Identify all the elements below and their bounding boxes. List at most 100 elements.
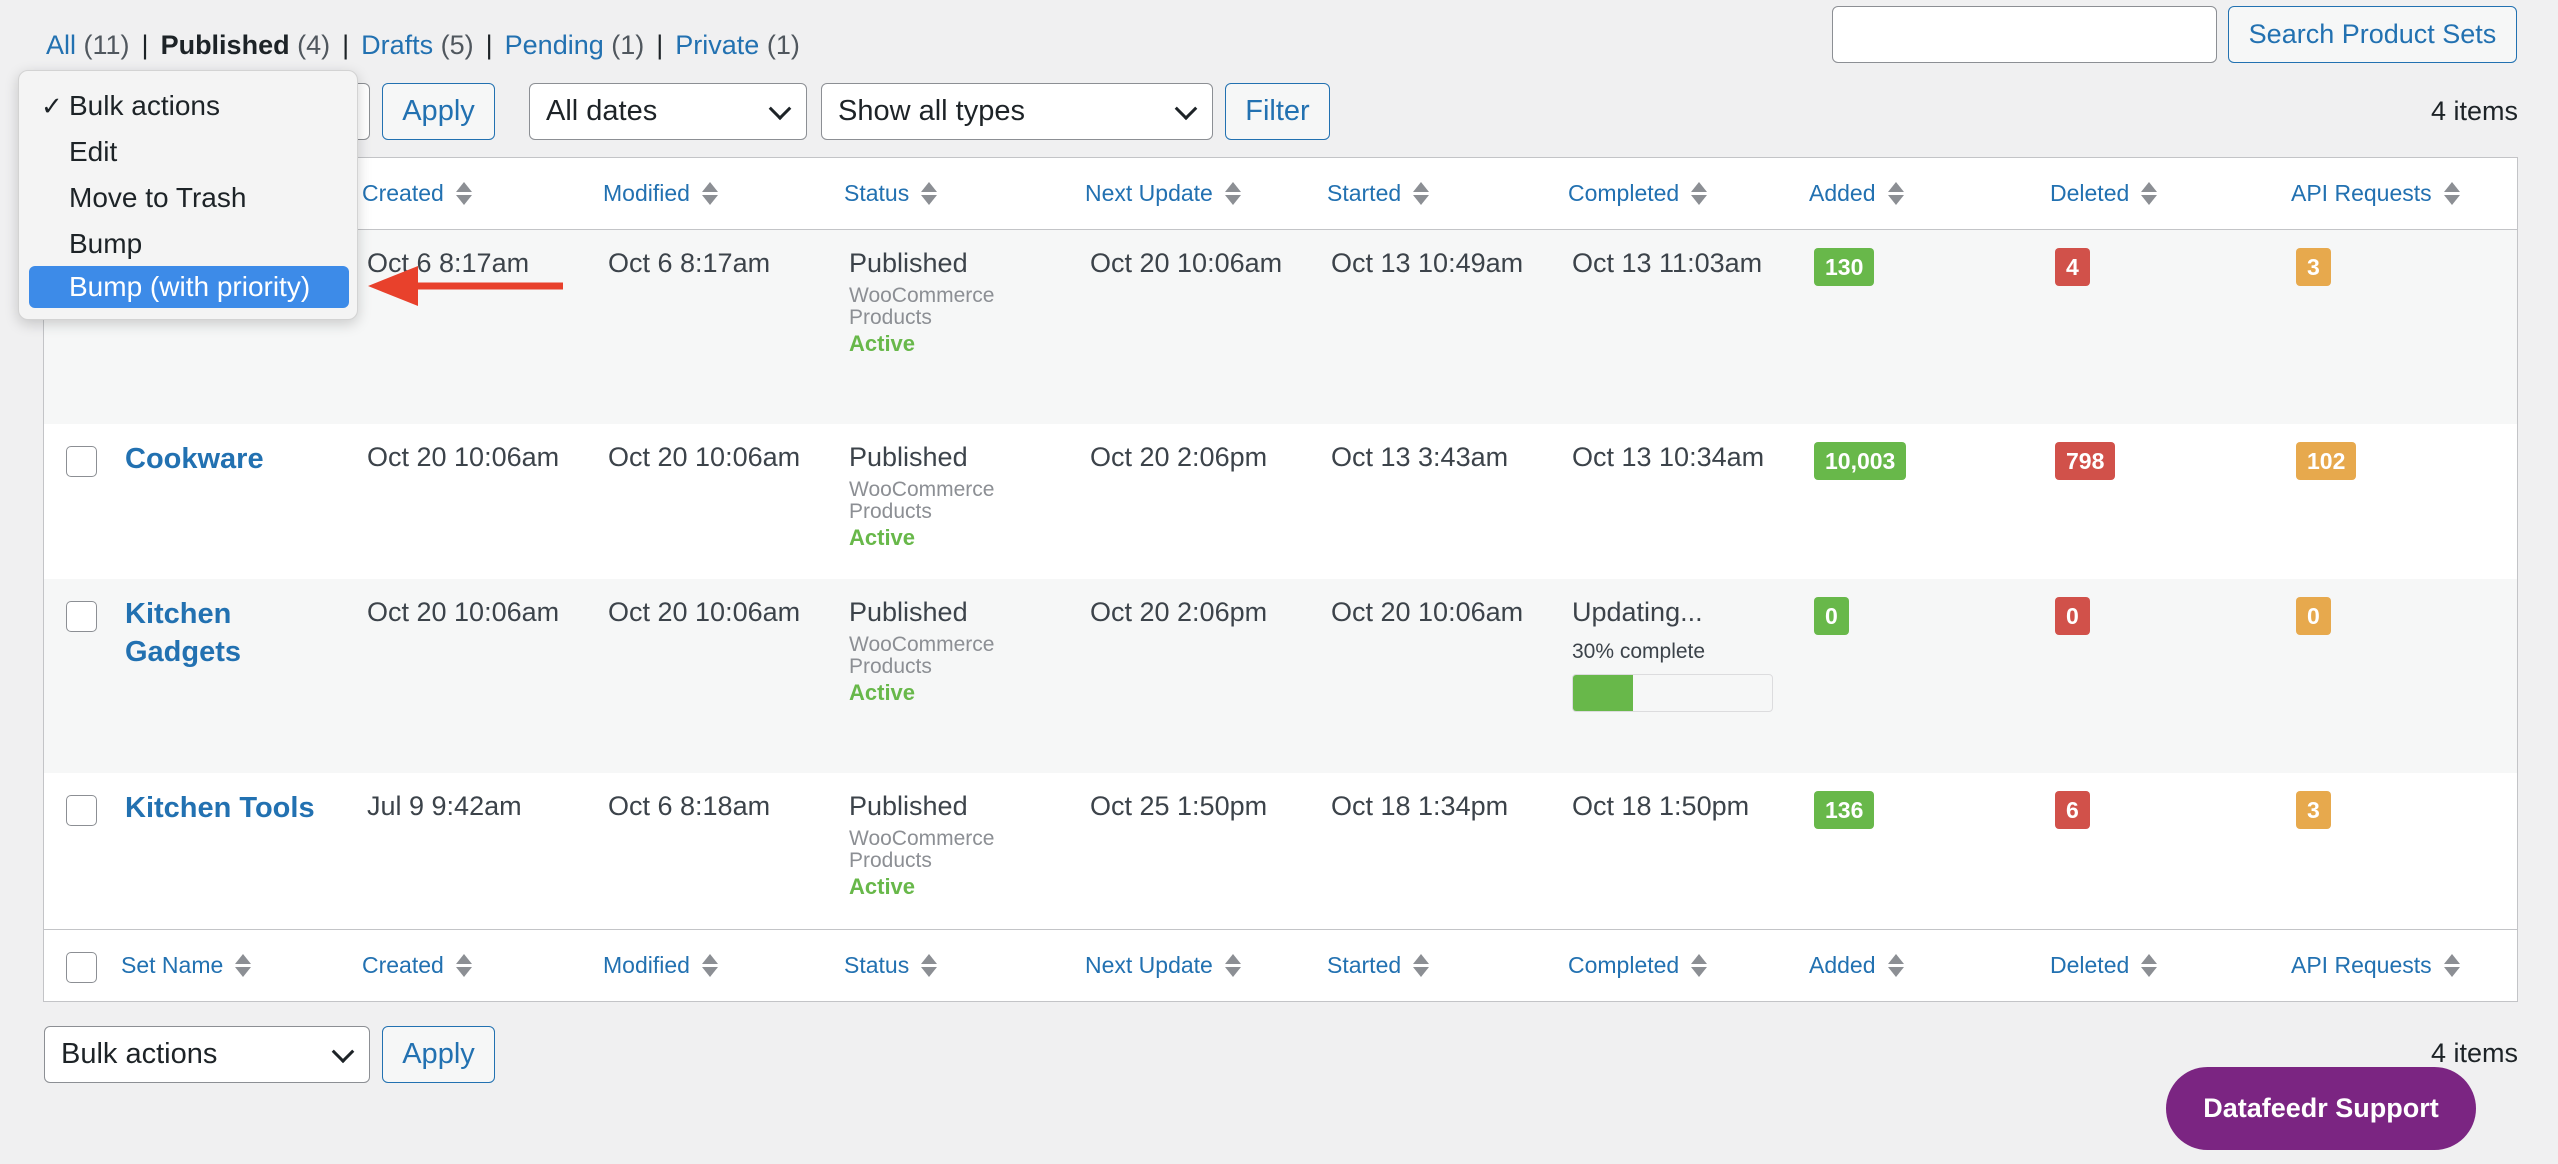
items-count-bottom: 4 items <box>2430 1038 2518 1068</box>
search-input[interactable] <box>1832 6 2217 63</box>
cell-created: Oct 20 10:06am <box>367 442 560 472</box>
col-completed-label[interactable]: Completed <box>1568 952 1680 978</box>
cell-completed: Oct 13 10:34am <box>1572 442 1765 472</box>
col-api-requests[interactable]: API Requests <box>2291 180 2460 207</box>
dates-select[interactable]: All dates <box>529 83 807 140</box>
apply-button-top[interactable]: Apply <box>382 83 495 140</box>
deleted-badge: 6 <box>2055 791 2090 829</box>
types-select[interactable]: Show all types <box>821 83 1213 140</box>
search-product-sets-button[interactable]: Search Product Sets <box>2228 6 2517 63</box>
sort-icon <box>921 182 938 205</box>
col-status[interactable]: Status <box>844 180 938 207</box>
filter-published-label[interactable]: Published <box>160 30 290 60</box>
col-created[interactable]: Created <box>362 952 472 979</box>
row-checkbox[interactable] <box>66 795 97 826</box>
col-set-name[interactable]: Set Name <box>121 952 252 979</box>
menu-item-move-to-trash[interactable]: Move to Trash <box>29 177 349 219</box>
col-api-requests-label[interactable]: API Requests <box>2291 952 2432 978</box>
col-status-label[interactable]: Status <box>844 180 910 206</box>
table-footer: Set Name Created Modified Status Next Up… <box>44 929 2517 1001</box>
cell-modified: Oct 6 8:17am <box>608 248 771 278</box>
status-text: Published <box>849 597 968 627</box>
filter-pending[interactable]: Pending (1) <box>505 30 645 61</box>
cell-created: Oct 6 8:17am <box>367 248 530 278</box>
bulk-actions-select-bottom[interactable]: Bulk actions <box>44 1026 370 1083</box>
menu-item-bump[interactable]: Bump <box>29 223 349 265</box>
col-status[interactable]: Status <box>844 952 938 979</box>
filter-drafts-label[interactable]: Drafts <box>361 30 434 60</box>
col-next-update-label[interactable]: Next Update <box>1085 180 1213 206</box>
col-added[interactable]: Added <box>1809 952 1904 979</box>
types-select-value: Show all types <box>838 95 1025 127</box>
menu-item-edit[interactable]: Edit <box>29 131 349 173</box>
state-text: Active <box>849 874 916 899</box>
menu-item-label: Edit <box>69 136 118 167</box>
col-started[interactable]: Started <box>1327 180 1430 207</box>
col-modified-label[interactable]: Modified <box>603 180 690 206</box>
menu-item-label: Bulk actions <box>69 90 220 121</box>
col-next-update[interactable]: Next Update <box>1085 180 1241 207</box>
apply-button-bottom[interactable]: Apply <box>382 1026 495 1083</box>
set-name-line[interactable]: Gadgets <box>125 636 242 668</box>
col-deleted[interactable]: Deleted <box>2050 180 2158 207</box>
cell-modified: Oct 6 8:18am <box>608 791 771 821</box>
menu-item-bump-with-priority[interactable]: Bump (with priority) <box>29 266 349 308</box>
col-api-requests-label[interactable]: API Requests <box>2291 180 2432 206</box>
filter-published[interactable]: Published (4) <box>161 30 331 61</box>
menu-item-bulk-actions[interactable]: ✓ Bulk actions <box>29 85 349 127</box>
col-status-label[interactable]: Status <box>844 952 910 978</box>
type-text: WooCommerce <box>849 827 995 850</box>
cell-created: Oct 20 10:06am <box>367 597 560 627</box>
col-deleted-label[interactable]: Deleted <box>2050 952 2130 978</box>
select-all-checkbox[interactable] <box>66 952 97 983</box>
col-added-label[interactable]: Added <box>1809 952 1876 978</box>
filter-private-label[interactable]: Private <box>675 30 760 60</box>
col-next-update-label[interactable]: Next Update <box>1085 952 1213 978</box>
cell-status: Published WooCommerce Products Active <box>849 597 994 706</box>
row-checkbox[interactable] <box>66 446 97 477</box>
col-started[interactable]: Started <box>1327 952 1430 979</box>
cell-status: Published WooCommerce Products Active <box>849 248 994 357</box>
cell-started: Oct 13 10:49am <box>1331 248 1524 278</box>
col-created-label[interactable]: Created <box>362 180 444 206</box>
set-name-link[interactable]: Kitchen Gadgets <box>125 595 241 671</box>
filter-button[interactable]: Filter <box>1225 83 1330 140</box>
col-set-name-label[interactable]: Set Name <box>121 952 224 978</box>
set-name-line[interactable]: Kitchen <box>125 598 232 630</box>
col-created[interactable]: Created <box>362 180 472 207</box>
set-name-link[interactable]: Kitchen Tools <box>125 792 315 824</box>
col-added[interactable]: Added <box>1809 180 1904 207</box>
col-created-label[interactable]: Created <box>362 952 444 978</box>
col-modified-label[interactable]: Modified <box>603 952 690 978</box>
sort-icon <box>235 954 252 977</box>
col-modified[interactable]: Modified <box>603 180 718 207</box>
set-name-link[interactable]: Cookware <box>125 443 264 475</box>
filter-pending-label[interactable]: Pending <box>504 30 604 60</box>
state-text: Active <box>849 331 916 356</box>
col-completed-label[interactable]: Completed <box>1568 180 1680 206</box>
cell-completed: Updating... 30% complete <box>1572 597 1773 712</box>
sort-icon <box>2443 182 2460 205</box>
row-checkbox[interactable] <box>66 601 97 632</box>
filter-drafts[interactable]: Drafts (5) <box>361 30 474 61</box>
chevron-down-icon <box>1174 96 1198 120</box>
bulk-actions-value: Bulk actions <box>61 1038 218 1070</box>
progress-fill <box>1573 675 1633 711</box>
col-next-update[interactable]: Next Update <box>1085 952 1241 979</box>
sort-icon <box>1887 182 1904 205</box>
type-text: Products <box>849 849 932 872</box>
datafeedr-support-button[interactable]: Datafeedr Support <box>2166 1067 2476 1150</box>
col-deleted[interactable]: Deleted <box>2050 952 2158 979</box>
col-completed[interactable]: Completed <box>1568 952 1708 979</box>
col-completed[interactable]: Completed <box>1568 180 1708 207</box>
col-started-label[interactable]: Started <box>1327 952 1402 978</box>
col-deleted-label[interactable]: Deleted <box>2050 180 2130 206</box>
filter-all-label[interactable]: All <box>46 30 77 60</box>
state-text: Active <box>849 680 916 705</box>
col-api-requests[interactable]: API Requests <box>2291 952 2460 979</box>
filter-all[interactable]: All (11) <box>46 30 130 61</box>
col-added-label[interactable]: Added <box>1809 180 1876 206</box>
filter-private[interactable]: Private (1) <box>675 30 800 61</box>
col-modified[interactable]: Modified <box>603 952 718 979</box>
col-started-label[interactable]: Started <box>1327 180 1402 206</box>
